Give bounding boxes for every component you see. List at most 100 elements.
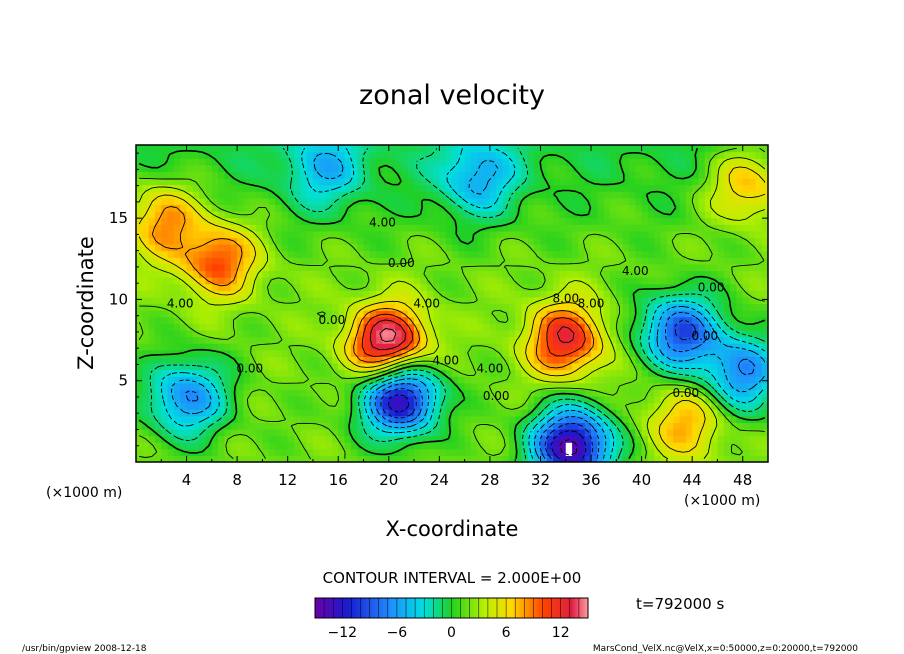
field-cell (433, 197, 440, 206)
colorbar-tick-label: −6 (387, 625, 408, 641)
field-cell (376, 211, 384, 219)
field-cell (654, 356, 662, 364)
field-cell (723, 382, 731, 390)
field-cell (452, 277, 459, 285)
field-cell (578, 244, 586, 252)
field-cell (477, 428, 485, 437)
field-cell (275, 197, 282, 206)
field-cell (167, 283, 175, 291)
field-cell (679, 296, 687, 305)
field-cell (224, 409, 232, 417)
field-cell (553, 382, 561, 390)
field-cell (565, 204, 573, 212)
field-cell (369, 389, 377, 397)
field-cell (281, 244, 289, 252)
field-cell (477, 211, 485, 219)
field-cell (666, 415, 674, 423)
field-cell (742, 389, 750, 397)
field-cell (420, 356, 428, 364)
field-cell (647, 197, 655, 206)
field-cell (161, 389, 169, 397)
field-cell (319, 329, 327, 338)
field-cell (199, 362, 207, 371)
field-cell (180, 329, 188, 338)
x-axis-unit-left: (×1000 m) (46, 485, 122, 501)
field-cell (641, 389, 649, 397)
field-cell (148, 356, 156, 364)
field-cell (205, 204, 213, 212)
field-cell (167, 184, 175, 192)
field-cell (502, 323, 510, 331)
field-cell (243, 151, 251, 159)
field-cell (540, 455, 548, 462)
field-cell (180, 316, 188, 324)
x-tick-label: 28 (480, 471, 499, 489)
field-cell (527, 362, 535, 371)
field-cell (578, 277, 586, 285)
field-cell (338, 277, 346, 285)
field-cell (414, 402, 421, 410)
field-cell (319, 369, 327, 377)
field-cell (300, 277, 308, 285)
field-cell (218, 217, 226, 225)
field-cell (628, 422, 636, 430)
field-cell (616, 290, 624, 298)
field-cell (199, 250, 207, 258)
field-cell (458, 197, 466, 206)
field-cell (483, 217, 491, 225)
field-cell (249, 415, 257, 423)
field-cell (344, 217, 352, 225)
field-cell (319, 389, 327, 397)
field-cell (496, 178, 504, 186)
field-cell (489, 415, 497, 423)
field-cell (603, 197, 611, 206)
field-cell (338, 415, 346, 423)
field-cell (439, 402, 447, 410)
field-cell (597, 455, 605, 462)
field-cell (761, 217, 768, 225)
field-cell (597, 178, 605, 186)
field-cell (673, 428, 681, 437)
field-cell (344, 316, 352, 324)
field-cell (199, 257, 207, 265)
field-cell (205, 382, 213, 390)
field-cell (154, 356, 162, 364)
field-cell (237, 310, 245, 318)
field-cell (755, 395, 763, 404)
field-cell (414, 224, 421, 232)
field-cell (376, 362, 384, 371)
field-cell (211, 171, 219, 179)
field-cell (224, 283, 232, 291)
field-cell (736, 395, 744, 404)
field-cell (647, 277, 655, 285)
field-cell (755, 349, 763, 357)
field-cell (521, 356, 529, 364)
field-cell (180, 164, 188, 173)
field-cell (369, 244, 377, 252)
field-cell (420, 349, 428, 357)
field-cell (521, 336, 529, 344)
field-cell (553, 409, 561, 417)
field-cell (312, 402, 320, 410)
field-cell (496, 184, 504, 192)
field-cell (711, 356, 719, 364)
field-cell (275, 349, 282, 357)
field-cell (597, 164, 605, 173)
field-cell (136, 217, 143, 225)
contour-label: 4.00 (477, 362, 504, 376)
contour-label: 8.00 (578, 297, 605, 311)
field-cell (186, 296, 194, 305)
field-cell (742, 290, 750, 298)
field-cell (312, 191, 320, 199)
field-cell (268, 151, 276, 159)
field-cell (268, 422, 276, 430)
field-cell (249, 329, 257, 338)
field-cell (660, 428, 668, 437)
field-cell (294, 362, 301, 371)
field-cell (275, 191, 282, 199)
field-cell (553, 395, 561, 404)
field-cell (452, 455, 459, 462)
field-cell (344, 263, 352, 272)
field-cell (470, 376, 478, 384)
field-cell (148, 237, 156, 245)
